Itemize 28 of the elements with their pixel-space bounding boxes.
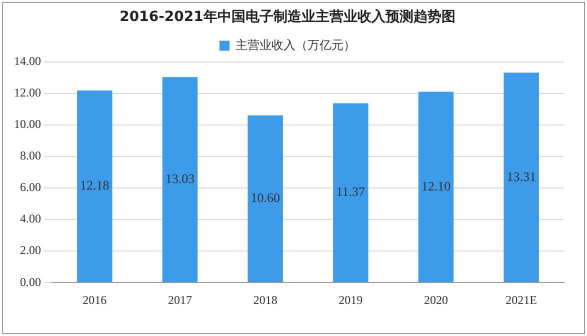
y-tick-label: 6.00 [20, 180, 41, 194]
y-tick-label: 0.00 [20, 274, 41, 289]
bar [504, 72, 539, 282]
x-tick-label: 2021E [506, 292, 538, 307]
y-tick-label: 4.00 [20, 212, 41, 226]
x-tick-label: 2018 [253, 292, 278, 307]
bar [162, 77, 198, 282]
data-label: 13.03 [165, 171, 195, 186]
bar [248, 115, 283, 282]
y-tick-label: 12.00 [14, 86, 41, 100]
bar [333, 103, 368, 282]
y-tick-label: 2.00 [20, 243, 41, 258]
data-label: 12.10 [421, 178, 451, 194]
data-label: 10.60 [250, 190, 280, 206]
data-label: 11.37 [336, 184, 366, 200]
chart-title: 2016-2021年中国电子制造业主营业收入预测趋势图 [120, 8, 456, 26]
y-tick-label: 8.00 [20, 148, 41, 163]
bar [77, 90, 112, 282]
bar [418, 92, 454, 282]
y-tick-label: 14.00 [14, 54, 41, 68]
y-tick-label: 10.00 [14, 117, 41, 132]
data-label: 13.31 [506, 168, 536, 184]
x-tick-label: 2019 [338, 292, 363, 307]
legend-label: 主营业收入（万亿元） [236, 38, 356, 52]
x-tick-label: 2017 [168, 292, 192, 307]
x-tick-label: 2020 [424, 292, 448, 307]
data-label: 12.18 [80, 178, 110, 193]
x-tick-label: 2016 [82, 292, 107, 307]
